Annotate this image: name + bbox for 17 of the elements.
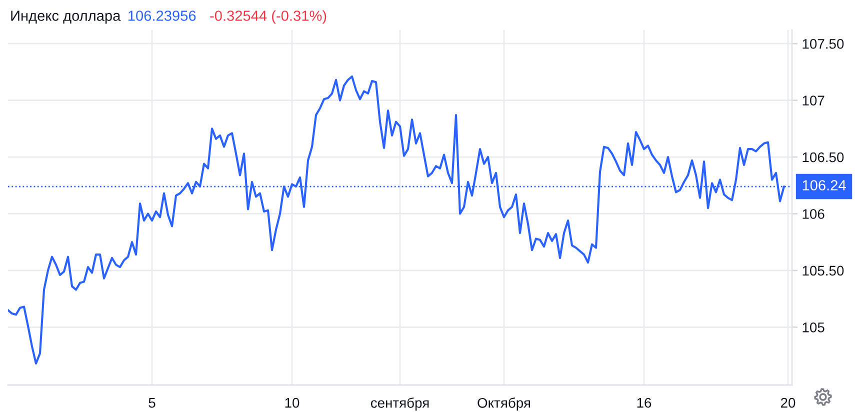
x-tick-label: 16 [637,398,652,408]
x-tick-label: сентября [370,398,429,411]
y-tick-label: 106 [802,209,824,219]
text: 106.23956 [128,10,196,21]
x-tick-label: 10 [285,398,300,408]
line-series [8,75,786,364]
x-tick-label: Октября [478,398,530,411]
y-tick-label: 105 [802,322,824,332]
x-tick-label: 20 [780,398,796,408]
chart-title: Индекс доллара [11,10,121,24]
text: -0.32544 (-0.31%) [210,10,326,24]
y-tick-label: 106.50 [802,152,844,162]
y-tick-label: 107 [802,96,824,106]
y-tick-label: 107.50 [802,38,844,49]
ref-line-label: 106.24 [802,180,846,190]
x-tick-label: 5 [148,398,156,408]
y-tick-label: 105.50 [802,266,844,276]
